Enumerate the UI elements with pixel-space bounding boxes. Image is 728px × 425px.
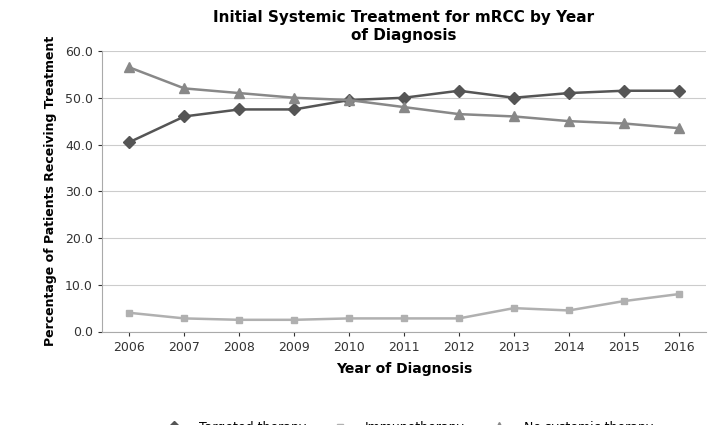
Title: Initial Systemic Treatment for mRCC by Year
of Diagnosis: Initial Systemic Treatment for mRCC by Y… bbox=[213, 11, 595, 43]
Y-axis label: Percentage of Patients Receiving Treatment: Percentage of Patients Receiving Treatme… bbox=[44, 36, 57, 346]
X-axis label: Year of Diagnosis: Year of Diagnosis bbox=[336, 362, 472, 376]
Legend: Targeted therapy, Immunotherapy, No systemic therapy: Targeted therapy, Immunotherapy, No syst… bbox=[150, 416, 658, 425]
